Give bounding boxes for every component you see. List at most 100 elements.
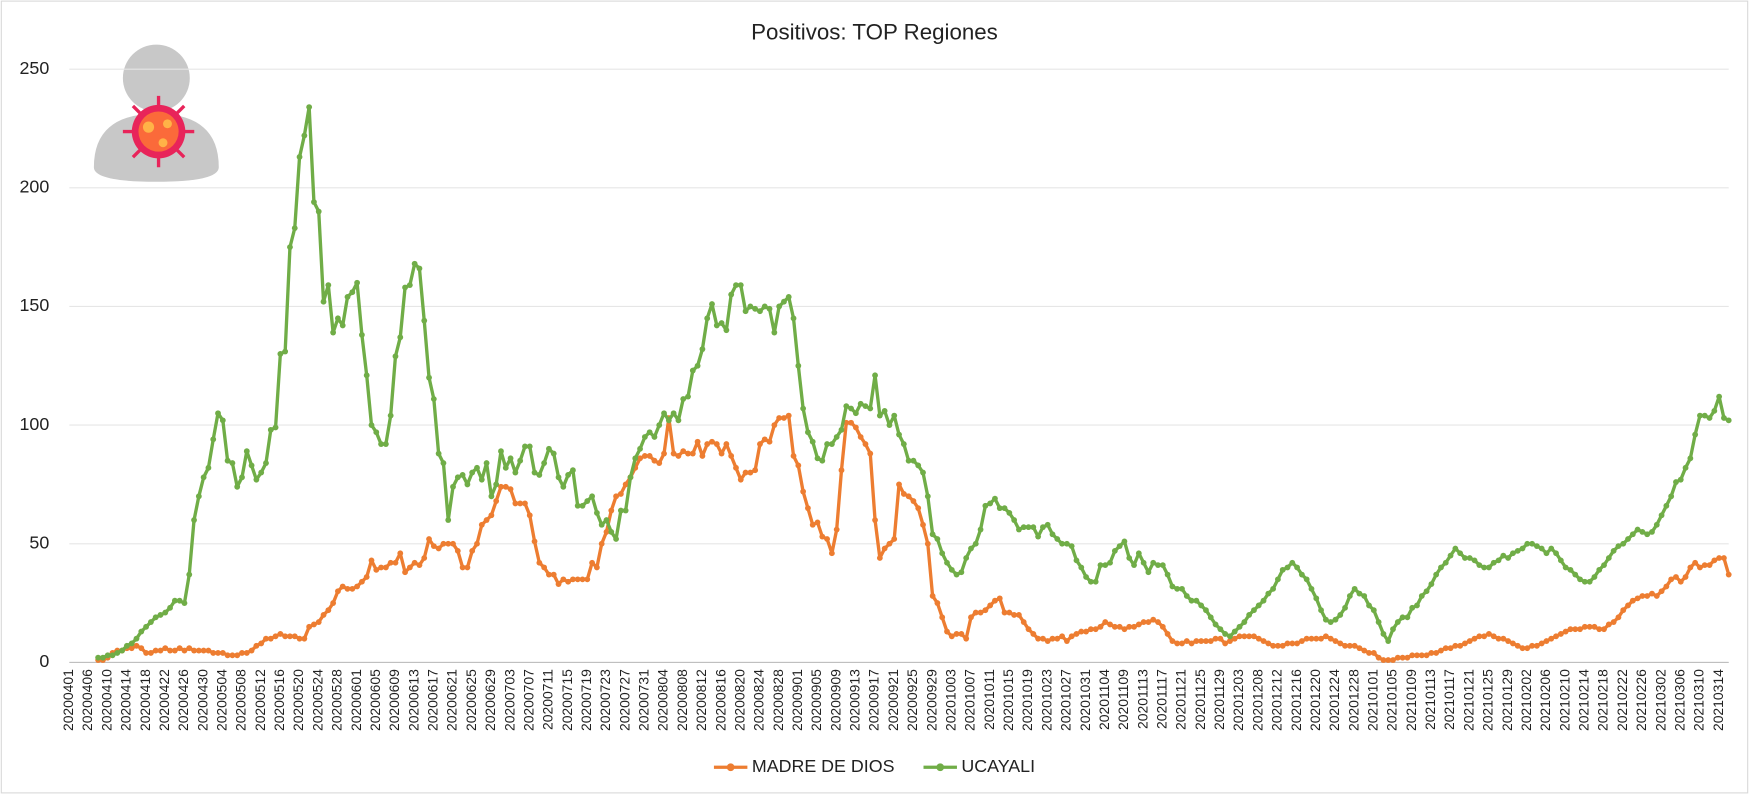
data-point: [565, 578, 572, 585]
data-point: [1255, 602, 1262, 609]
data-point: [872, 372, 878, 379]
x-tick-label: 20200601: [348, 669, 364, 731]
data-point: [1025, 524, 1032, 531]
data-point: [709, 301, 715, 307]
data-point: [1414, 652, 1420, 659]
data-point: [239, 650, 245, 656]
data-point: [675, 417, 682, 424]
data-point: [1701, 412, 1708, 419]
data-point: [1471, 635, 1478, 642]
data-point: [1553, 550, 1559, 557]
data-point: [785, 412, 792, 419]
data-point: [570, 467, 576, 474]
data-point: [287, 633, 293, 640]
x-tick-label: 20201220: [1307, 669, 1323, 731]
data-point: [1428, 581, 1435, 587]
data-point: [459, 472, 466, 478]
data-point: [1255, 635, 1262, 642]
data-point: [1543, 638, 1550, 644]
data-point: [800, 488, 807, 495]
data-point: [272, 424, 279, 431]
x-tick-label: 20200824: [751, 669, 767, 731]
data-point: [143, 650, 149, 656]
data-point: [502, 483, 509, 490]
data-point: [550, 450, 557, 457]
data-point: [809, 438, 816, 445]
data-point: [713, 441, 720, 447]
x-tick-label: 20200707: [520, 669, 536, 731]
data-point: [852, 424, 859, 431]
data-point: [267, 426, 274, 433]
data-point: [848, 405, 854, 412]
data-point: [1203, 607, 1209, 614]
data-point: [373, 566, 380, 573]
data-point: [977, 609, 984, 616]
data-point: [219, 417, 226, 424]
data-point: [661, 410, 667, 417]
data-point: [1035, 635, 1042, 642]
data-point: [1370, 650, 1377, 656]
data-point: [1164, 631, 1171, 637]
data-point: [1265, 640, 1272, 647]
data-point: [1059, 540, 1065, 547]
x-tick-label: 20200828: [770, 669, 786, 731]
data-point: [1476, 562, 1483, 569]
x-tick-label: 20200524: [309, 669, 325, 731]
data-point: [311, 621, 317, 628]
data-point: [1073, 631, 1080, 637]
data-point: [1116, 623, 1123, 630]
data-point: [277, 351, 284, 357]
data-point: [1145, 619, 1152, 625]
x-tick-label: 20210222: [1614, 669, 1630, 731]
data-point: [992, 495, 998, 502]
data-point: [282, 633, 289, 640]
data-point: [838, 426, 845, 433]
data-point: [1577, 576, 1583, 583]
data-point: [1068, 543, 1075, 550]
data-point: [517, 500, 524, 507]
data-point: [234, 483, 241, 490]
data-point: [1586, 578, 1593, 585]
data-point: [1442, 645, 1449, 652]
data-point: [296, 154, 303, 160]
data-point: [1706, 562, 1713, 569]
data-point: [1016, 526, 1022, 533]
data-point: [1251, 633, 1257, 640]
data-point: [1356, 645, 1363, 652]
data-point: [958, 569, 965, 576]
x-tick-label: 20200808: [674, 669, 690, 731]
data-point: [1332, 616, 1339, 623]
x-tick-label: 20200909: [827, 669, 843, 731]
data-point: [1677, 578, 1684, 585]
data-point: [349, 585, 356, 592]
data-point: [224, 457, 231, 464]
data-point: [1284, 564, 1291, 571]
x-tick-label: 20200913: [847, 669, 863, 731]
data-point: [1610, 547, 1617, 554]
data-point: [565, 472, 572, 478]
data-point: [862, 441, 869, 447]
data-point: [598, 521, 605, 528]
data-point: [1697, 564, 1703, 571]
data-point: [1581, 623, 1588, 630]
data-point: [464, 481, 471, 488]
data-point: [1155, 619, 1161, 625]
data-point: [1308, 585, 1315, 592]
legend-label: UCAYALI: [961, 756, 1035, 776]
data-point: [325, 282, 332, 288]
data-point: [1380, 657, 1387, 663]
data-point: [1653, 521, 1660, 528]
data-point: [1198, 638, 1205, 644]
data-point: [354, 279, 360, 286]
data-point: [953, 571, 960, 578]
x-tick-label: 20200804: [655, 669, 671, 731]
data-point: [143, 623, 149, 630]
data-point: [1644, 531, 1651, 538]
data-point: [1533, 543, 1540, 550]
data-point: [248, 462, 255, 469]
data-point: [1361, 647, 1368, 654]
data-point: [1572, 571, 1579, 578]
data-point: [757, 308, 763, 315]
data-point: [157, 647, 164, 654]
data-point: [402, 569, 408, 576]
